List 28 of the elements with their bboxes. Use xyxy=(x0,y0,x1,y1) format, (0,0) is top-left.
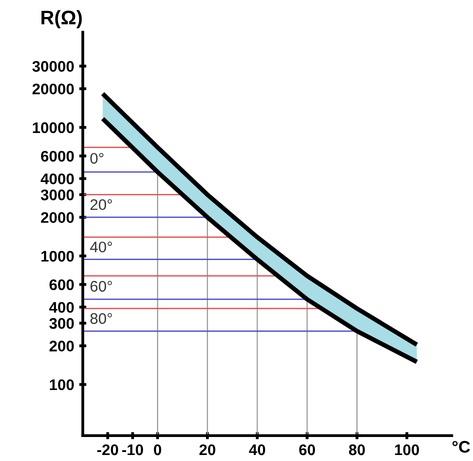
x-tick-label: 80 xyxy=(348,444,365,456)
x-tick-label: 0 xyxy=(154,444,162,456)
x-axis-title: °C xyxy=(452,440,470,453)
annotation: 0° xyxy=(90,152,104,164)
y-axis-title: R(Ω) xyxy=(41,10,82,28)
x-tick-label: 60 xyxy=(299,444,315,456)
y-tick-label: 20000 xyxy=(32,84,74,94)
y-tick-label: 2000 xyxy=(40,212,74,223)
y-tick-label: 600 xyxy=(50,279,74,290)
y-tick-label: 200 xyxy=(49,340,74,352)
y-tick-label: 10000 xyxy=(32,122,74,134)
annotation: 40° xyxy=(90,242,112,252)
x-tick-label: 40 xyxy=(249,444,266,456)
x-tick-label: -20 xyxy=(97,444,118,456)
y-tick-label: 400 xyxy=(49,302,74,313)
annotation: 20° xyxy=(90,199,112,210)
x-tick-label: -10 xyxy=(122,444,144,456)
y-tick-label: 3000 xyxy=(40,190,74,200)
annotation: 80° xyxy=(90,313,112,324)
y-tick-label: 6000 xyxy=(41,150,74,162)
x-tick-label: 100 xyxy=(395,444,419,456)
y-tick-label: 4000 xyxy=(40,173,74,184)
y-tick-label: 1000 xyxy=(41,250,74,262)
y-tick-label: 30000 xyxy=(32,60,74,72)
y-tick-label: 100 xyxy=(50,379,74,390)
annotation: 60° xyxy=(90,280,112,292)
x-tick-label: 20 xyxy=(199,444,216,456)
y-tick-label: 300 xyxy=(49,318,74,329)
